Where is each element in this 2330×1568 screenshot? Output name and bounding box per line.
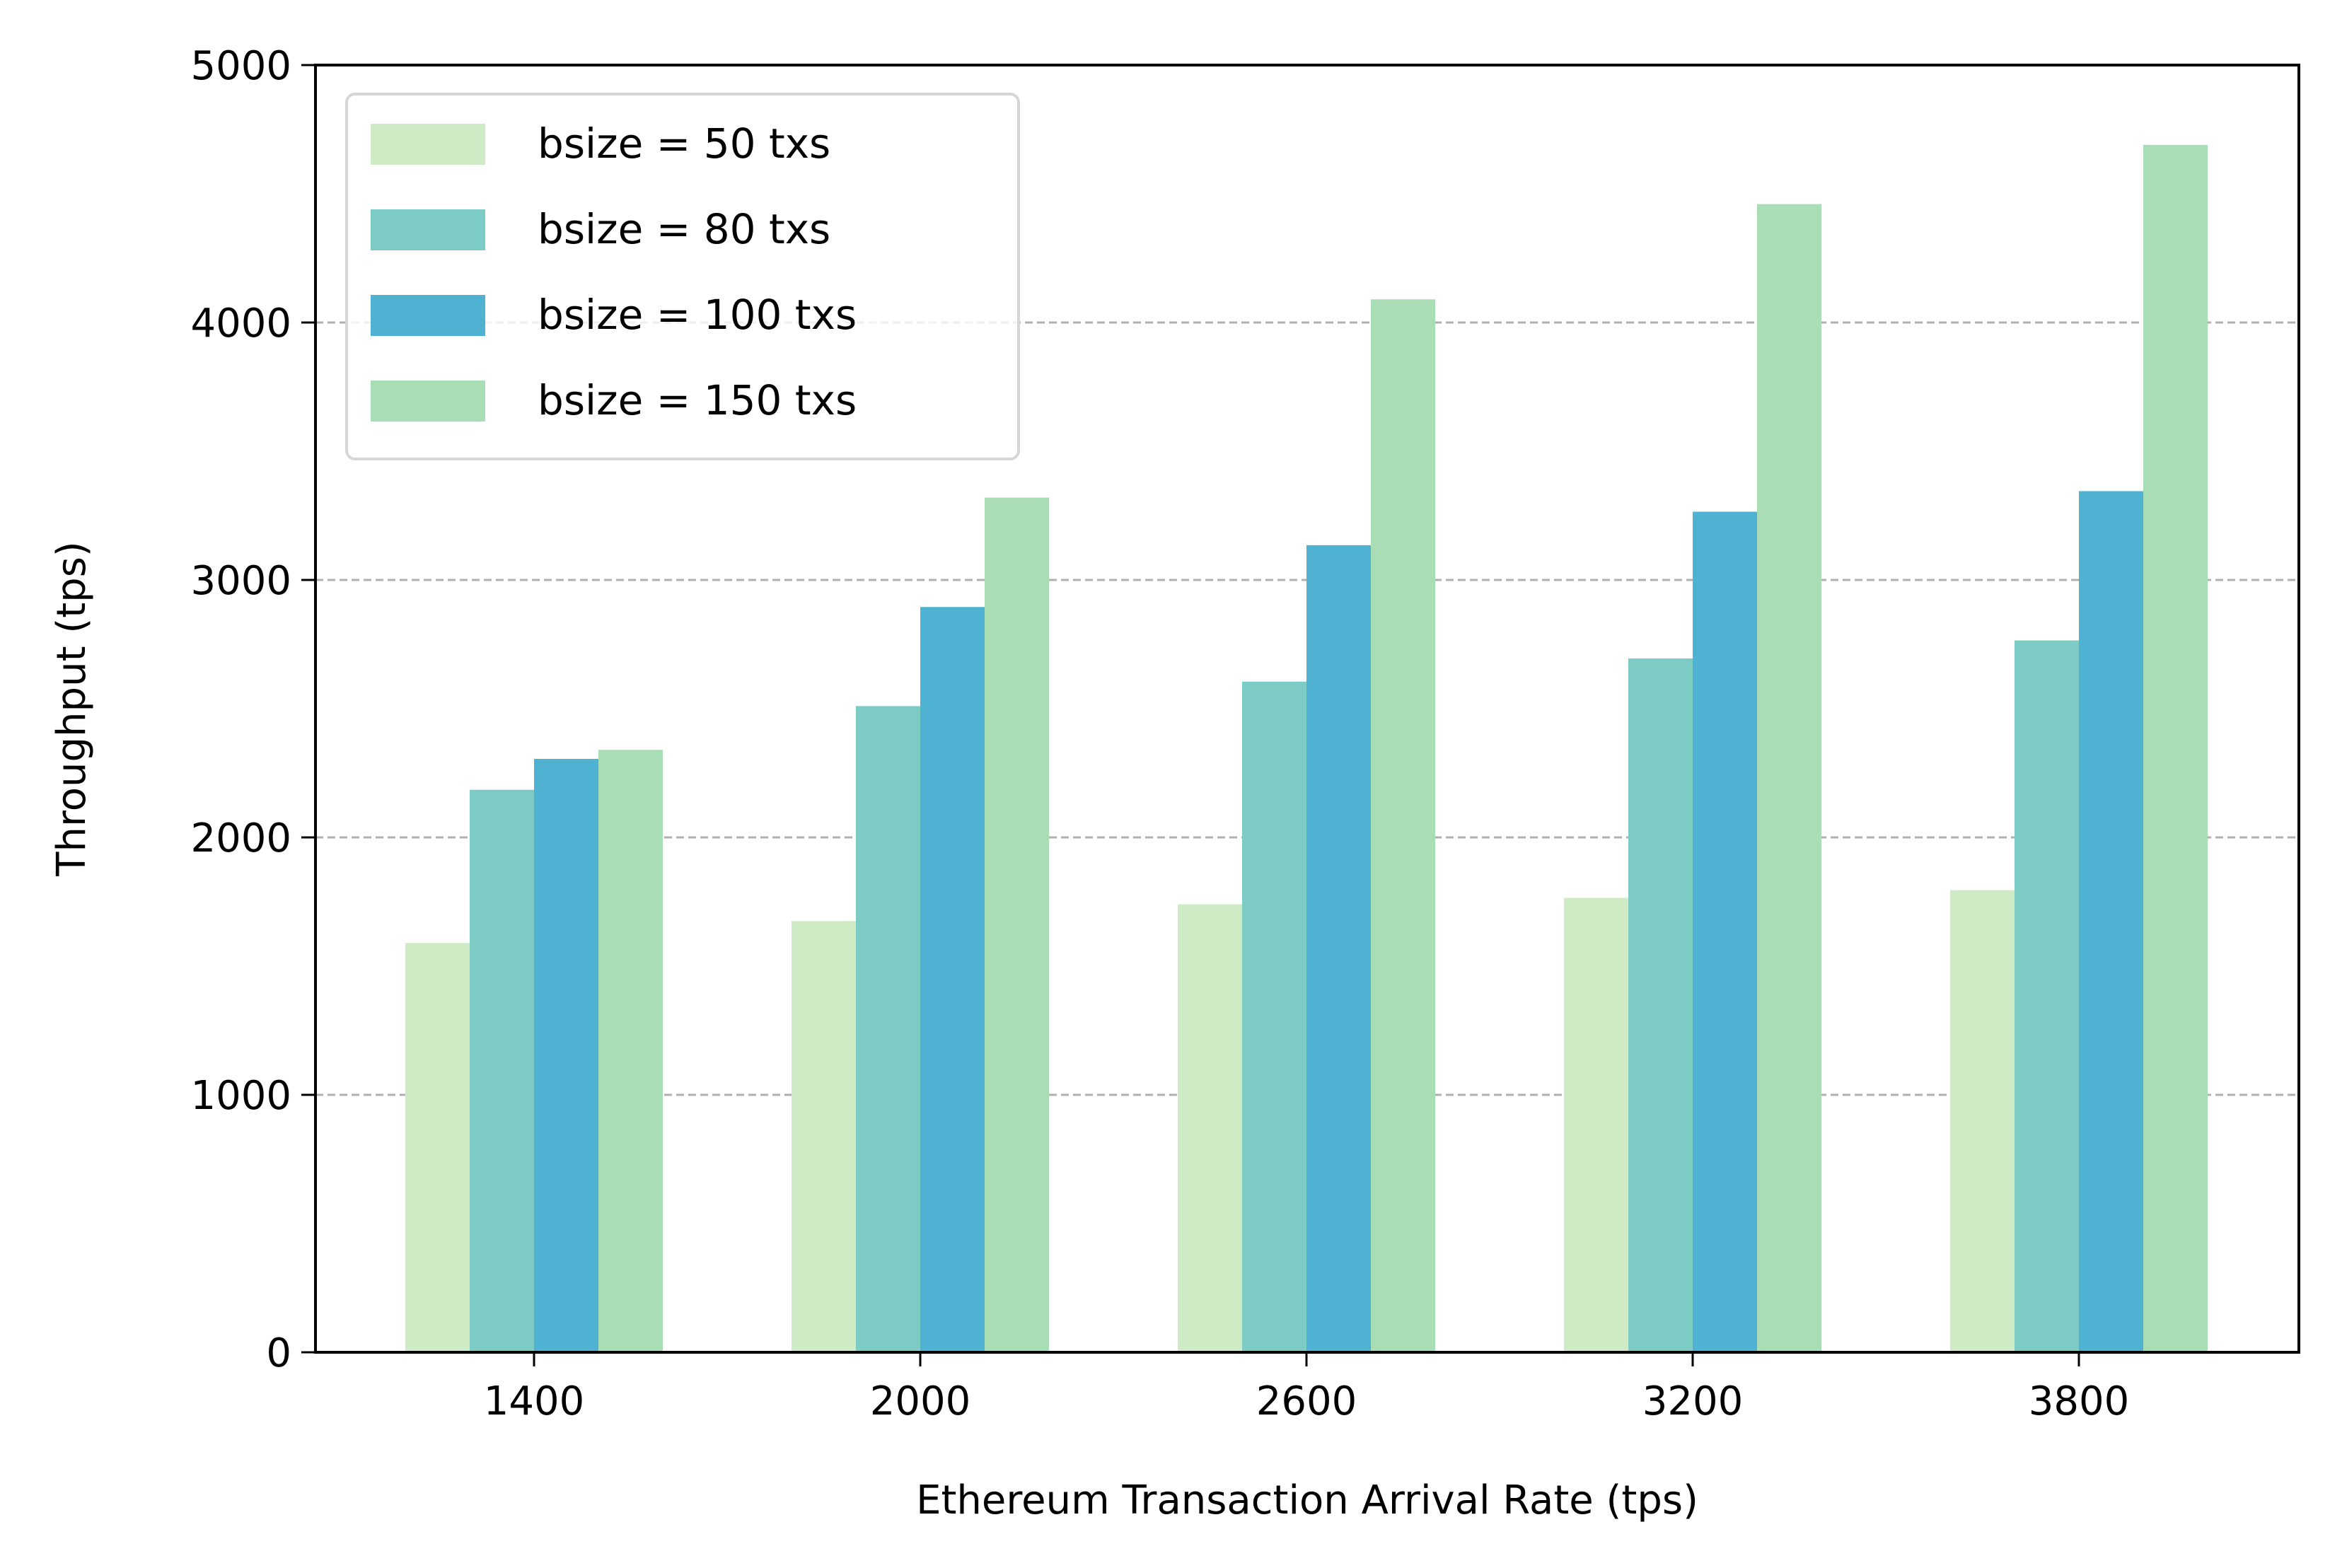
- y-axis: 0 1000 2000 3000 4000 5000: [190, 43, 315, 1376]
- x-axis: 1400 2000 2600 3200 3800: [484, 1352, 2130, 1424]
- y-tick-label: 1000: [190, 1073, 291, 1119]
- bar: [534, 758, 598, 1352]
- x-tick-label: 1400: [484, 1378, 585, 1424]
- legend-label: bsize = 80 txs: [538, 205, 830, 253]
- legend-swatch: [371, 209, 485, 250]
- legend-swatch: [371, 381, 485, 422]
- bar: [1371, 299, 1435, 1352]
- legend-label: bsize = 100 txs: [538, 291, 857, 339]
- bar: [920, 607, 985, 1352]
- legend: bsize = 50 txs bsize = 80 txs bsize = 100 …: [345, 93, 1020, 460]
- y-tick-label: 3000: [190, 558, 291, 604]
- y-axis-label: Throughput (tps): [49, 541, 95, 876]
- bar: [470, 789, 534, 1352]
- bar: [598, 750, 663, 1352]
- bar: [1950, 890, 2015, 1352]
- bar: [405, 943, 470, 1352]
- bar: [1242, 681, 1306, 1352]
- y-tick-label: 4000: [190, 301, 291, 347]
- y-tick-label: 0: [266, 1330, 291, 1376]
- y-tick-label: 5000: [190, 43, 291, 89]
- y-tick-label: 2000: [190, 815, 291, 861]
- x-tick-label: 2600: [1256, 1378, 1357, 1424]
- bar: [1693, 511, 1757, 1352]
- x-axis-label: Ethereum Transaction Arrival Rate (tps): [916, 1477, 1698, 1523]
- bars: [405, 144, 2208, 1353]
- bar: [1628, 658, 1693, 1352]
- bar: [792, 921, 856, 1352]
- bar: [2079, 491, 2143, 1353]
- legend-box: [345, 93, 1020, 460]
- legend-swatch: [371, 295, 485, 336]
- legend-label: bsize = 50 txs: [538, 120, 830, 168]
- bar: [1757, 204, 1821, 1352]
- x-tick-label: 3800: [2029, 1378, 2130, 1424]
- legend-swatch: [371, 124, 485, 165]
- bar: [2143, 144, 2208, 1353]
- bar: [1178, 904, 1242, 1352]
- x-tick-label: 2000: [870, 1378, 971, 1424]
- bar: [1306, 545, 1371, 1352]
- legend-label: bsize = 150 txs: [538, 376, 857, 424]
- bar: [856, 706, 920, 1352]
- bar: [985, 497, 1049, 1352]
- bar: [2015, 640, 2079, 1352]
- bar: [1564, 898, 1628, 1352]
- x-tick-label: 3200: [1642, 1378, 1744, 1424]
